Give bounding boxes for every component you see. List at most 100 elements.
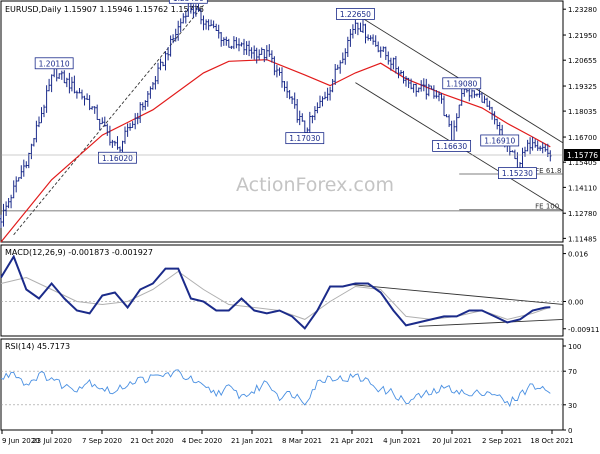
price-bar (366, 34, 370, 41)
price-bar (488, 100, 491, 111)
pivot-label: 1.19080 (446, 79, 477, 88)
chart-header: EURUSD,Daily 1.15907 1.15946 1.15762 1.1… (5, 5, 204, 14)
macd-pane: 0.016 0.00 -0.009116 (0, 251, 600, 334)
price-bar (42, 104, 46, 118)
price-bar (151, 82, 155, 90)
price-bar (440, 93, 443, 104)
price-bar (227, 38, 230, 48)
price-bar (25, 161, 28, 169)
x-axis-tick-label: 4 Jun 2021 (383, 437, 421, 445)
price-bar (341, 52, 344, 64)
price-bar (409, 78, 413, 90)
price-bar (237, 38, 241, 52)
price-bar (209, 19, 213, 27)
rsi-title: RSI(14) 45.7173 (5, 342, 70, 351)
price-bar (98, 118, 101, 131)
price-axis-tick-label: 1.23280 (568, 6, 597, 14)
pivot-label: 1.16910 (484, 136, 515, 145)
price-bar (116, 136, 119, 150)
price-bar (387, 51, 390, 65)
price-bar (45, 85, 48, 113)
price-bar (473, 90, 476, 98)
price-bar (20, 165, 23, 179)
price-bar (549, 150, 552, 162)
price-bar (30, 143, 33, 160)
price-bar (458, 104, 461, 119)
price-bar (212, 20, 215, 29)
price-bar (263, 49, 266, 63)
price-bar (382, 46, 385, 52)
pivot-label: 1.15230 (502, 169, 533, 178)
price-bar (32, 138, 36, 147)
price-bar (475, 93, 479, 97)
rsi-axis-tick-label: 0 (568, 427, 572, 435)
price-bar (58, 73, 61, 79)
price-bar (369, 35, 372, 41)
pivot-label: 1.16630 (436, 142, 467, 151)
pivot-label-box (98, 151, 137, 164)
price-bar (164, 51, 167, 71)
price-axis-tick-label: 1.12780 (568, 210, 597, 218)
price-bar (139, 102, 142, 123)
price-bar (215, 23, 218, 31)
price-bar (192, 4, 195, 19)
price-axis-tick-label: 1.21950 (568, 32, 597, 40)
price-bar (339, 60, 342, 74)
price-bar (161, 61, 165, 67)
price-bar (404, 76, 408, 87)
price-bar (101, 117, 104, 125)
price-bar (225, 36, 228, 46)
price-bar (445, 114, 448, 118)
pivot-label-box (34, 57, 74, 70)
price-bar (425, 78, 428, 100)
price-bar (85, 93, 89, 100)
price-bar (412, 83, 415, 93)
price-bar (270, 50, 274, 63)
price-bar (73, 75, 76, 94)
price-bar (96, 104, 99, 120)
x-axis-tick-label: 23 Jul 2020 (32, 437, 72, 445)
pivot-label-box (442, 77, 482, 90)
price-bar (521, 147, 524, 169)
price-bar (197, 4, 200, 12)
price-bar (232, 36, 236, 50)
price-bar (470, 89, 474, 99)
price-bar (285, 81, 289, 98)
price-bar (417, 87, 420, 93)
price-bar (207, 19, 210, 31)
price-bar (296, 99, 299, 123)
price-bar (354, 19, 357, 34)
price-bar (415, 83, 418, 97)
price-bar (242, 38, 246, 55)
price-bar (397, 66, 400, 79)
price-bar (278, 67, 281, 76)
pivot-label-box (285, 132, 325, 145)
price-bar (544, 144, 547, 152)
x-axis-tick-label: 2 Sep 2021 (482, 437, 522, 445)
price-bar (460, 87, 463, 106)
price-bar (437, 91, 441, 102)
current-price-label: 1.15776 (567, 151, 598, 160)
price-bar (255, 47, 258, 64)
price-bar (311, 115, 314, 124)
price-bar (318, 95, 322, 108)
price-bar (275, 64, 279, 78)
price-axis-tick-label: 1.19325 (568, 83, 597, 91)
price-bar (326, 87, 329, 101)
price-bar (156, 62, 160, 85)
price-bar (531, 136, 534, 151)
price-bar (179, 18, 182, 32)
price-bar (9, 194, 13, 209)
price-bar (199, 9, 203, 25)
x-axis-tick-label: 21 Jan 2021 (231, 437, 273, 445)
price-bar (316, 102, 319, 114)
price-bar (88, 95, 91, 111)
price-bar (159, 58, 162, 71)
price-bar (108, 125, 112, 146)
price-axis-tick-label: 1.11485 (568, 235, 597, 243)
price-bar (90, 106, 94, 110)
price-bar (2, 203, 5, 227)
price-bar (240, 42, 243, 47)
macd-trendline (350, 283, 564, 305)
